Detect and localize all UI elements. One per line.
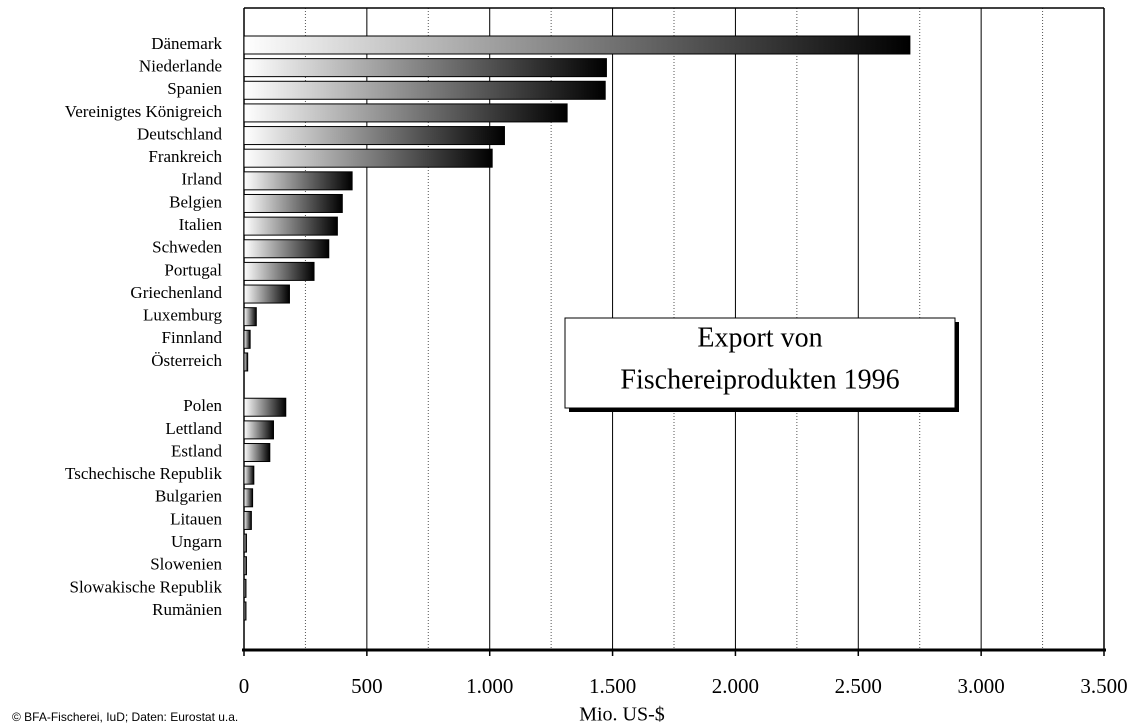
- y-tick-label: Deutschland: [137, 124, 222, 143]
- bar: [243, 556, 247, 576]
- y-tick-label: Italien: [179, 215, 223, 234]
- bar: [243, 578, 247, 598]
- chart-title: Fischereiprodukten 1996: [620, 364, 899, 395]
- bar: [243, 261, 315, 281]
- y-tick-label: Finnland: [162, 328, 223, 347]
- y-tick-label: Frankreich: [148, 147, 222, 166]
- source-note: © BFA-Fischerei, IuD; Daten: Eurostat u.…: [12, 710, 238, 724]
- bar: [243, 443, 271, 463]
- y-tick-label: Spanien: [167, 79, 222, 98]
- bar: [243, 510, 252, 530]
- x-tick-label: 1.500: [589, 674, 636, 698]
- y-tick-label: Rumänien: [152, 600, 222, 619]
- y-tick-label: Estland: [171, 441, 222, 460]
- bar: [243, 216, 338, 236]
- y-tick-label: Schweden: [152, 238, 222, 257]
- x-tick-label: 3.000: [958, 674, 1005, 698]
- x-tick-label: 2.500: [835, 674, 882, 698]
- y-tick-label: Litauen: [170, 509, 222, 528]
- bar: [243, 533, 247, 553]
- bar: [243, 601, 247, 621]
- y-tick-label: Portugal: [164, 260, 222, 279]
- y-tick-label: Vereinigtes Königreich: [65, 102, 223, 121]
- bar: [243, 193, 343, 213]
- x-tick-label: 2.000: [712, 674, 759, 698]
- x-tick-label: 500: [351, 674, 383, 698]
- title-box: [564, 317, 956, 409]
- bar: [243, 126, 505, 146]
- x-tick-label: 1.000: [466, 674, 513, 698]
- bar: [243, 103, 568, 123]
- y-tick-label: Dänemark: [151, 34, 222, 53]
- bar: [243, 465, 255, 485]
- y-tick-label: Belgien: [169, 192, 222, 211]
- x-tick-label: 0: [239, 674, 250, 698]
- bar: [243, 420, 274, 440]
- x-axis-label: Mio. US-$: [579, 704, 665, 726]
- y-tick-label: Österreich: [151, 351, 222, 370]
- y-tick-label: Griechenland: [130, 283, 222, 302]
- bar: [243, 488, 254, 508]
- y-tick-label: Tschechische Republik: [65, 464, 222, 483]
- bar: [243, 284, 290, 304]
- y-tick-label: Irland: [181, 170, 222, 189]
- y-tick-label: Niederlande: [139, 57, 222, 76]
- y-tick-label: Slowenien: [150, 555, 222, 574]
- bar: [243, 80, 606, 100]
- bar: [243, 307, 257, 327]
- y-tick-label: Bulgarien: [155, 487, 223, 506]
- bar: [243, 352, 249, 372]
- bar: [243, 148, 493, 168]
- y-tick-label: Polen: [183, 396, 222, 415]
- bar: [243, 35, 911, 55]
- bar: [243, 397, 287, 417]
- bar: [243, 58, 607, 78]
- x-tick-label: 3.500: [1080, 674, 1127, 698]
- y-tick-label: Ungarn: [171, 532, 222, 551]
- y-tick-label: Slowakische Republik: [69, 577, 222, 596]
- y-tick-label: Lettland: [165, 419, 222, 438]
- y-tick-label: Luxemburg: [143, 306, 223, 325]
- bar: [243, 171, 353, 191]
- bar: [243, 239, 330, 259]
- chart-title: Export von: [697, 322, 822, 353]
- bar: [243, 329, 251, 349]
